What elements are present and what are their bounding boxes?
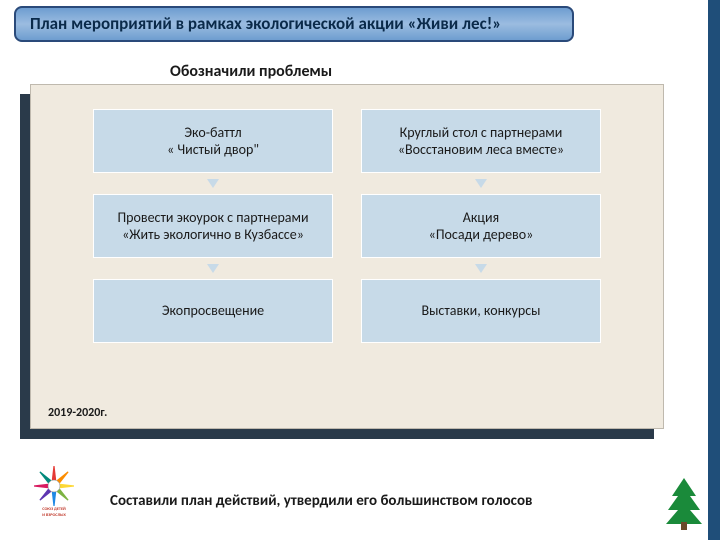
tree-icon <box>664 476 704 530</box>
right-strip <box>708 0 720 540</box>
svg-text:СОЮЗ ДЕТЕЙ: СОЮЗ ДЕТЕЙ <box>42 506 66 512</box>
node-ecolesson: Провести экоурок с партнерами «Жить экол… <box>93 194 333 258</box>
arrow-down-icon <box>207 264 219 273</box>
node-line: Акция <box>463 209 499 227</box>
node-line: Круглый стол с партнерами «Восстановим л… <box>372 124 590 159</box>
node-eco-battle: Эко-баттл « Чистый двор" <box>93 109 333 173</box>
footer-text: Составили план действий, утвердили его б… <box>110 492 670 510</box>
arrow-down-icon <box>207 179 219 188</box>
arrow-down-icon <box>475 264 487 273</box>
node-plant-tree: Акция «Посади дерево» <box>361 194 601 258</box>
content-panel: Эко-баттл « Чистый двор" Провести экоуро… <box>30 84 664 429</box>
node-round-table: Круглый стол с партнерами «Восстановим л… <box>361 109 601 173</box>
year-label: 2019-2020г. <box>48 406 107 420</box>
node-line: Эко-баттл <box>184 124 241 142</box>
diagram-columns: Эко-баттл « Чистый двор" Провести экоуро… <box>31 85 663 343</box>
node-line: «Посади дерево» <box>429 226 534 244</box>
arrow-down-icon <box>475 179 487 188</box>
node-line: Экопросвещение <box>162 302 264 320</box>
node-line: « Чистый двор" <box>167 141 259 159</box>
diagram-col-left: Эко-баттл « Чистый двор" Провести экоуро… <box>93 109 333 343</box>
title-text: План мероприятий в рамках экологической … <box>30 13 501 34</box>
subtitle: Обозначили проблемы <box>170 62 332 81</box>
diagram-col-right: Круглый стол с партнерами «Восстановим л… <box>361 109 601 343</box>
node-line: Выставки, конкурсы <box>421 302 540 320</box>
title-bar: План мероприятий в рамках экологической … <box>14 6 574 42</box>
node-ecoprosveshenie: Экопросвещение <box>93 279 333 343</box>
node-exhibitions: Выставки, конкурсы <box>361 279 601 343</box>
svg-text:И ВЗРОСЛЫХ: И ВЗРОСЛЫХ <box>42 513 66 518</box>
node-line: Провести экоурок с партнерами «Жить экол… <box>104 209 322 244</box>
union-logo-icon: СОЮЗ ДЕТЕЙ И ВЗРОСЛЫХ <box>24 460 84 520</box>
